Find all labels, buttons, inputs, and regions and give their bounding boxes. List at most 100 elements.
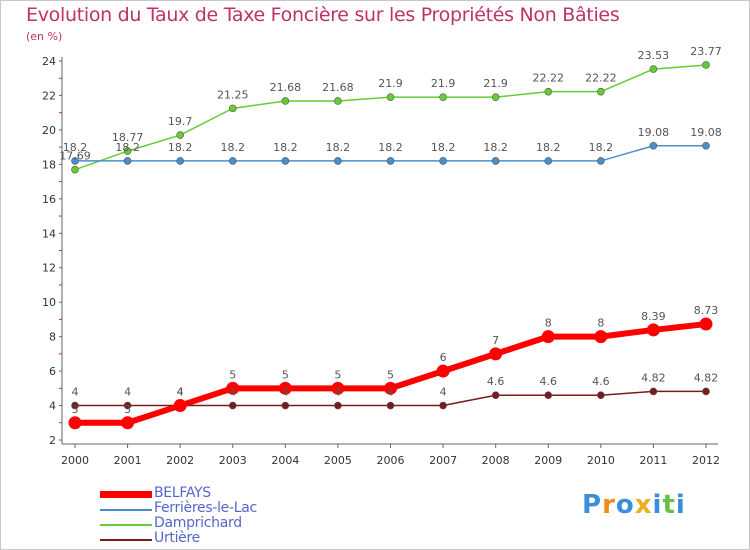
data-point	[228, 157, 237, 165]
x-tick-label: 2007	[429, 454, 457, 467]
data-label: 8	[545, 317, 552, 330]
data-label: 18.2	[326, 141, 351, 154]
data-label: 21.9	[483, 77, 508, 90]
x-tick-label: 2005	[324, 454, 352, 467]
data-point	[386, 401, 395, 410]
data-point	[281, 157, 290, 165]
y-tick-label: 8	[49, 331, 56, 344]
data-point	[594, 330, 608, 344]
data-point	[489, 347, 503, 361]
data-label: 22.22	[533, 72, 565, 85]
logo-letter: i	[652, 490, 663, 520]
x-tick-label: 2012	[692, 454, 720, 467]
data-point	[123, 157, 132, 165]
data-point	[331, 381, 345, 395]
data-label: 19.08	[638, 126, 670, 139]
data-label: 4	[229, 386, 236, 399]
data-point	[71, 401, 79, 410]
data-point	[649, 65, 658, 73]
data-label: 18.2	[378, 141, 403, 154]
data-label: 3	[72, 403, 79, 416]
legend-label: Urtière	[154, 530, 200, 546]
data-point	[384, 381, 397, 395]
x-tick-label: 2000	[61, 454, 89, 467]
data-point	[68, 416, 82, 430]
chart-unit-label: (en %)	[26, 30, 63, 43]
data-point	[702, 387, 710, 396]
legend-swatch	[100, 491, 152, 498]
x-tick-label: 2011	[639, 454, 667, 467]
data-label: 4.6	[540, 375, 558, 388]
data-point	[646, 323, 660, 337]
data-label: 4.6	[592, 375, 610, 388]
data-label: 6	[440, 351, 447, 364]
data-point	[544, 391, 553, 400]
data-label: 23.53	[638, 49, 670, 62]
y-tick-label: 4	[49, 400, 56, 413]
legend-swatch	[100, 509, 152, 511]
data-point	[649, 141, 658, 150]
x-tick-label: 2009	[534, 454, 562, 467]
data-label: 18.2	[63, 141, 88, 154]
data-label: 4.6	[487, 375, 505, 388]
data-point	[541, 330, 555, 344]
data-label: 8.39	[641, 310, 666, 323]
x-tick-label: 2004	[271, 454, 299, 467]
data-point	[386, 93, 395, 101]
data-point	[228, 401, 237, 410]
y-tick-label: 14	[42, 227, 56, 240]
data-label: 4	[177, 386, 184, 399]
y-tick-label: 6	[49, 365, 56, 378]
data-point	[281, 401, 290, 410]
x-tick-label: 2006	[377, 454, 405, 467]
data-point	[176, 157, 184, 165]
data-label: 18.2	[168, 141, 193, 154]
data-label: 18.77	[112, 131, 144, 144]
data-label: 7	[492, 334, 499, 347]
data-point	[334, 97, 342, 105]
data-label: 21.68	[270, 81, 302, 94]
data-point	[334, 401, 342, 410]
data-point	[491, 391, 500, 400]
legend-swatch	[100, 539, 152, 541]
data-point	[278, 381, 292, 395]
data-label: 18.2	[483, 141, 508, 154]
logo-letter: t	[662, 490, 676, 520]
x-tick-label: 2003	[219, 454, 247, 467]
data-point	[173, 399, 187, 413]
data-label: 4.82	[641, 371, 666, 384]
data-point	[597, 157, 605, 165]
y-tick-label: 18	[42, 158, 56, 171]
data-point	[439, 401, 447, 410]
data-label: 21.9	[431, 77, 456, 90]
data-point	[281, 97, 290, 105]
x-tick-label: 2010	[587, 454, 615, 467]
logo-letter: P	[582, 490, 603, 520]
logo-letter: o	[615, 490, 635, 520]
data-label: 18.2	[536, 141, 561, 154]
y-tick-label: 24	[42, 55, 56, 68]
data-label: 8	[597, 317, 604, 330]
data-point	[597, 391, 605, 400]
data-label: 19.08	[690, 126, 722, 139]
legend-label: Damprichard	[154, 515, 242, 531]
data-label: 8.73	[694, 304, 719, 317]
data-point	[228, 104, 237, 113]
data-label: 4	[334, 386, 341, 399]
data-label: 18.2	[273, 141, 298, 154]
data-label: 17.69	[59, 150, 91, 163]
data-label: 21.68	[322, 81, 354, 94]
x-tick-label: 2008	[482, 454, 510, 467]
data-label: 4	[282, 386, 289, 399]
logo-letter: r	[602, 490, 616, 520]
logo-letter: i	[675, 490, 686, 520]
x-tick-label: 2002	[166, 454, 194, 467]
y-tick-label: 10	[42, 296, 56, 309]
data-point	[121, 416, 135, 430]
data-point	[702, 61, 710, 69]
data-label: 19.7	[168, 115, 193, 128]
